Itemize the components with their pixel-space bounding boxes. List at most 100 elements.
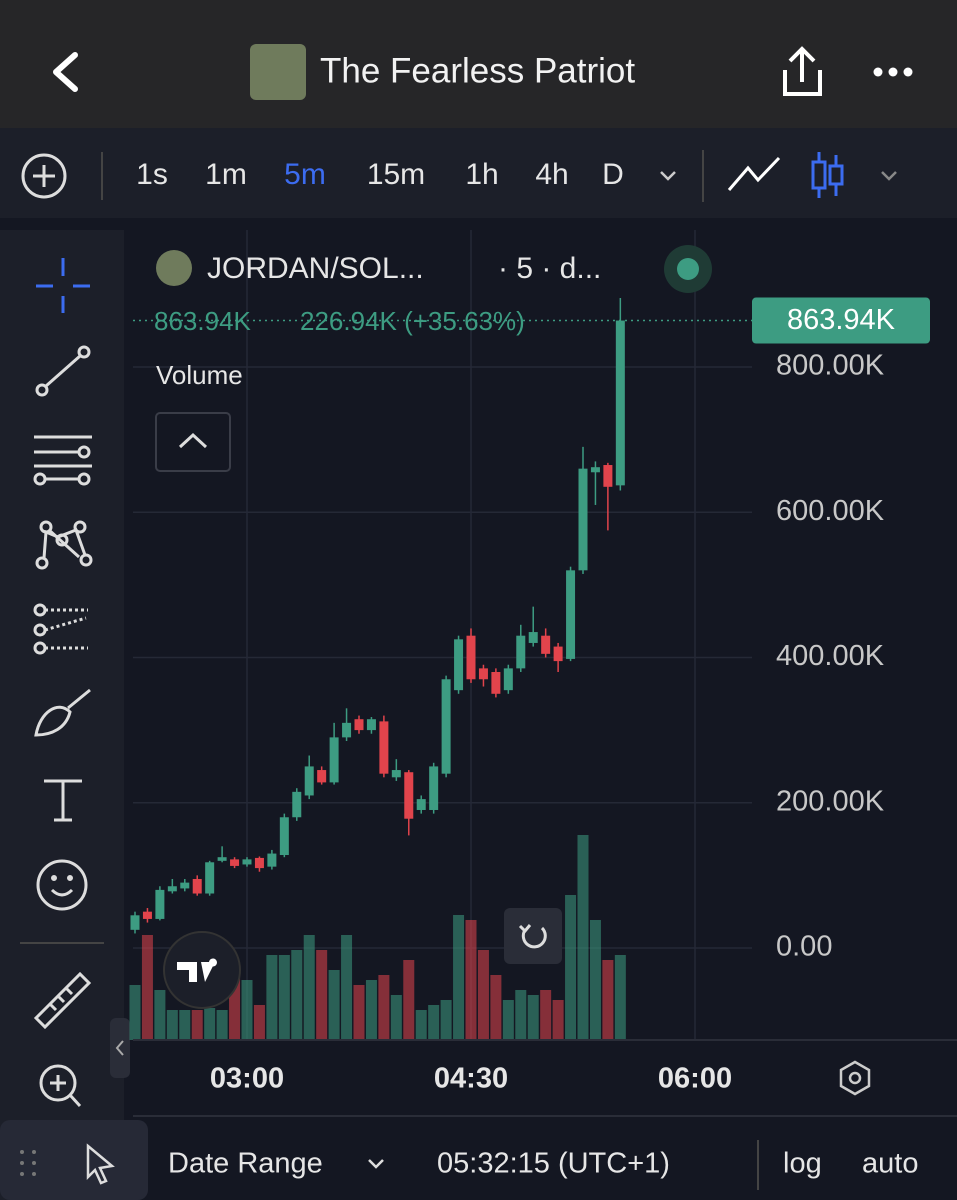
volume-bar bbox=[552, 1000, 564, 1040]
interval-group: 1s 1m 5m 15m 1h 4h D bbox=[136, 158, 624, 191]
drawing-toolbar bbox=[0, 230, 124, 1200]
candle-body bbox=[516, 635, 526, 669]
pattern-tool[interactable] bbox=[35, 520, 93, 570]
back-button[interactable] bbox=[53, 52, 78, 92]
candle-body bbox=[466, 635, 476, 680]
legend-change: 226.94K (+35.63%) bbox=[300, 306, 525, 336]
volume-bar bbox=[577, 835, 589, 1040]
candle-body bbox=[503, 668, 513, 691]
volume-bar bbox=[204, 1008, 216, 1040]
interval-button[interactable]: 15m bbox=[367, 158, 425, 191]
reset-icon bbox=[518, 924, 547, 949]
text-tool[interactable] bbox=[44, 779, 82, 822]
volume-bar bbox=[440, 1000, 452, 1040]
status-dot bbox=[677, 258, 699, 280]
candle-body bbox=[180, 882, 190, 889]
top-bar bbox=[0, 0, 957, 128]
time-axis bbox=[133, 1040, 957, 1116]
x-tick-label: 03:00 bbox=[210, 1063, 284, 1095]
candle-body bbox=[454, 639, 464, 691]
line-chart-button[interactable] bbox=[727, 156, 781, 191]
candle-body bbox=[379, 721, 389, 774]
candle-body bbox=[292, 791, 302, 818]
parallel-lines-tool[interactable] bbox=[33, 435, 92, 486]
volume-bar bbox=[141, 935, 153, 1040]
volume-bar bbox=[316, 950, 328, 1040]
interval-button[interactable]: 1h bbox=[465, 158, 498, 191]
more-button[interactable] bbox=[873, 67, 913, 77]
candle-body bbox=[553, 646, 563, 662]
candle-body bbox=[329, 737, 339, 783]
candle-body bbox=[342, 722, 352, 738]
date-range[interactable]: Date Range bbox=[168, 1148, 323, 1180]
token-avatar bbox=[250, 44, 306, 100]
candle-body bbox=[217, 857, 227, 861]
interval-button[interactable]: 1s bbox=[136, 158, 168, 191]
volume-bar bbox=[328, 970, 340, 1040]
collapse-toolbar[interactable] bbox=[110, 1018, 130, 1078]
volume-bar bbox=[154, 990, 166, 1040]
volume-bar bbox=[428, 1005, 440, 1040]
volume-bar bbox=[527, 995, 539, 1040]
volume-bar bbox=[241, 980, 253, 1040]
y-tick-label: 200.00K bbox=[776, 785, 885, 817]
interval-button[interactable]: 5m bbox=[284, 158, 326, 191]
price-axis: 0.00 200.00K 400.00K 600.00K 800.00K bbox=[776, 350, 885, 963]
candle-body bbox=[491, 672, 501, 694]
candle-body bbox=[155, 889, 165, 919]
interval-button[interactable]: 4h bbox=[535, 158, 568, 191]
emoji-tool[interactable] bbox=[36, 859, 88, 911]
volume-bar bbox=[365, 980, 377, 1040]
time-axis-labels: 03:00 04:30 06:00 bbox=[210, 1063, 732, 1095]
fib-tool[interactable] bbox=[33, 603, 88, 655]
log-toggle[interactable]: log bbox=[783, 1148, 822, 1180]
cursor-button[interactable] bbox=[86, 1143, 115, 1185]
settings-button[interactable] bbox=[839, 1060, 871, 1096]
candle-body bbox=[578, 468, 588, 571]
reset-button[interactable] bbox=[504, 908, 562, 964]
x-tick-label: 06:00 bbox=[658, 1063, 732, 1095]
interval-button[interactable]: D bbox=[602, 158, 624, 191]
candle-body bbox=[230, 859, 240, 866]
volume-bar bbox=[253, 1005, 265, 1040]
candle-body bbox=[304, 766, 314, 796]
symbol-avatar bbox=[156, 250, 192, 286]
brush-tool[interactable] bbox=[34, 688, 91, 737]
volume-bar bbox=[565, 895, 577, 1040]
interval-button[interactable]: 1m bbox=[205, 158, 247, 191]
y-tick-label: 400.00K bbox=[776, 640, 885, 672]
candle-body bbox=[142, 911, 152, 919]
drag-handle bbox=[20, 1150, 36, 1176]
interval-dropdown[interactable] bbox=[660, 171, 676, 181]
volume-bar bbox=[229, 975, 241, 1040]
add-button[interactable] bbox=[21, 153, 67, 199]
candle-body bbox=[416, 799, 426, 810]
y-tick-label: 0.00 bbox=[776, 931, 832, 963]
date-range-dropdown bbox=[368, 1159, 384, 1169]
volume-bar bbox=[179, 1010, 191, 1040]
candle-body bbox=[566, 570, 576, 659]
candle-body bbox=[366, 719, 376, 731]
auto-toggle[interactable]: auto bbox=[862, 1148, 918, 1180]
candle-body bbox=[192, 878, 202, 894]
candle-chart-button[interactable] bbox=[811, 152, 844, 198]
chart-type-dropdown[interactable] bbox=[881, 171, 897, 181]
trend-line-tool[interactable] bbox=[35, 345, 91, 397]
x-tick-label: 04:30 bbox=[434, 1063, 508, 1095]
candle-body bbox=[528, 632, 538, 643]
collapse-icon bbox=[115, 1040, 124, 1056]
y-tick-label: 600.00K bbox=[776, 495, 885, 527]
candle-body bbox=[441, 679, 451, 774]
volume-bar bbox=[341, 935, 353, 1040]
crosshair-tool[interactable] bbox=[36, 258, 90, 313]
volume-bar bbox=[415, 1010, 427, 1040]
legend-toggle[interactable] bbox=[155, 412, 231, 472]
zoom-tool[interactable] bbox=[39, 1064, 82, 1108]
volume-bar bbox=[403, 960, 415, 1040]
candle-body bbox=[167, 886, 177, 892]
share-button[interactable] bbox=[783, 46, 822, 96]
brand-logo bbox=[163, 931, 241, 1009]
ruler-tool[interactable] bbox=[33, 971, 92, 1030]
candle-body bbox=[615, 320, 625, 486]
